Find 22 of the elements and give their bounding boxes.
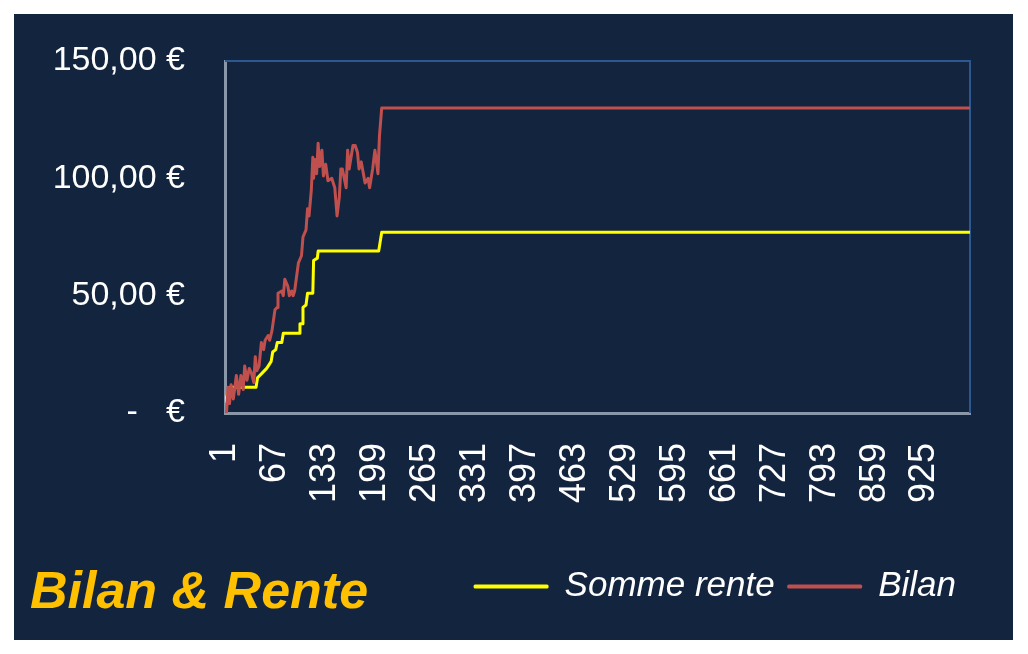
x-tick-label: 463 bbox=[551, 443, 593, 504]
x-tick-label: 529 bbox=[601, 443, 643, 504]
x-tick-label: 661 bbox=[701, 443, 743, 504]
text: Bilan & Rente bbox=[30, 561, 369, 619]
x-tick-label: 1 bbox=[201, 443, 243, 464]
legend-label: Bilan bbox=[878, 564, 956, 604]
x-tick-label: 199 bbox=[351, 443, 393, 504]
x-tick-label: 397 bbox=[501, 443, 543, 504]
x-tick-label: 265 bbox=[401, 443, 443, 504]
x-tick-label: 925 bbox=[901, 443, 943, 504]
x-tick-label: 133 bbox=[301, 443, 343, 504]
y-tick-label: 50,00 € bbox=[71, 274, 186, 313]
y-tick-label: 150,00 € bbox=[52, 39, 186, 78]
x-tick-label: 67 bbox=[251, 443, 293, 484]
y-tick-label: 100,00 € bbox=[52, 156, 186, 195]
x-tick-label: 793 bbox=[801, 443, 843, 504]
legend-label: Somme rente bbox=[564, 564, 775, 604]
x-tick-label: 331 bbox=[451, 443, 493, 504]
x-tick-label: 595 bbox=[651, 443, 693, 504]
x-tick-label: 727 bbox=[751, 443, 793, 504]
y-tick-label: - € bbox=[126, 391, 186, 430]
x-tick-label: 859 bbox=[851, 443, 893, 504]
